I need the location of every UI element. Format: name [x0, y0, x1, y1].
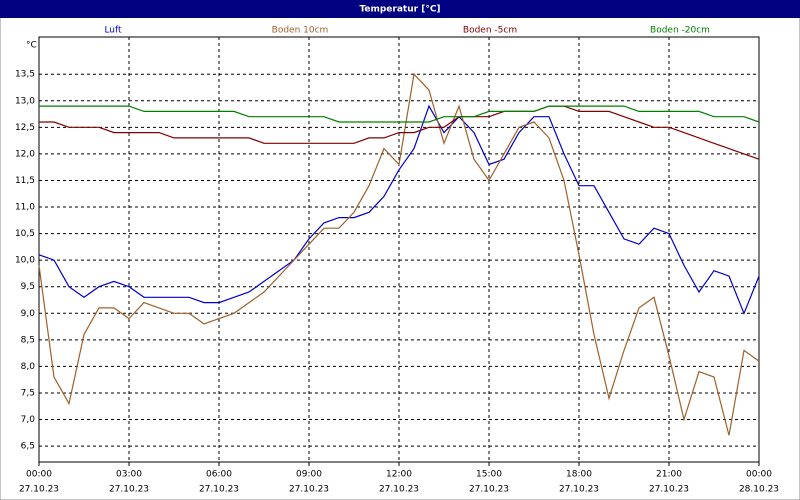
legend-entry: Boden -5cm	[463, 26, 517, 36]
legend-entry: Boden 10cm	[272, 26, 329, 36]
legend-entry: Boden -20cm	[650, 26, 710, 36]
legend-entry: Luft	[104, 26, 122, 36]
x-tick-label: 09:00	[296, 470, 322, 480]
y-tick-label: 10,0	[15, 256, 35, 266]
x-tick-date: 28.10.23	[739, 485, 779, 495]
x-tick-date: 27.10.23	[649, 485, 689, 495]
line-series	[39, 105, 760, 123]
y-axis-label: °C	[26, 41, 37, 51]
y-tick-label: 9,5	[21, 282, 35, 292]
x-tick-date: 27.10.23	[109, 485, 149, 495]
x-tick-date: 27.10.23	[19, 485, 59, 495]
x-tick-label: 00:00	[26, 470, 52, 480]
y-tick-label: 10,5	[15, 229, 35, 239]
y-tick-label: 11,0	[15, 203, 35, 213]
line-series	[38, 72, 760, 436]
y-tick-label: 9,0	[21, 309, 36, 319]
y-tick-label: 6,5	[21, 442, 35, 452]
y-tick-label: 8,0	[21, 362, 36, 372]
x-tick-label: 00:00	[746, 470, 772, 480]
y-tick-label: 11,5	[15, 176, 35, 186]
y-tick-label: 8,5	[21, 335, 35, 345]
x-tick-label: 15:00	[476, 470, 502, 480]
line-series	[38, 104, 760, 315]
line-series	[39, 105, 760, 160]
x-tick-date: 27.10.23	[289, 485, 329, 495]
x-tick-date: 27.10.23	[559, 485, 599, 495]
x-tick-label: 06:00	[206, 470, 232, 480]
x-tick-label: 03:00	[116, 470, 142, 480]
title-bar	[0, 0, 800, 18]
x-tick-date: 27.10.23	[199, 485, 239, 495]
y-tick-label: 12,5	[15, 123, 35, 133]
y-tick-label: 13,0	[15, 96, 35, 106]
y-tick-label: 13,5	[15, 70, 35, 80]
x-tick-date: 27.10.23	[379, 485, 419, 495]
y-tick-label: 7,5	[21, 388, 35, 398]
y-tick-label: 7,0	[21, 415, 36, 425]
x-tick-label: 12:00	[386, 470, 412, 480]
x-tick-label: 18:00	[566, 470, 592, 480]
y-tick-label: 12,0	[15, 149, 35, 159]
x-tick-label: 21:00	[656, 470, 682, 480]
x-tick-date: 27.10.23	[469, 485, 509, 495]
chart-title: Temperatur [°C]	[359, 5, 440, 15]
